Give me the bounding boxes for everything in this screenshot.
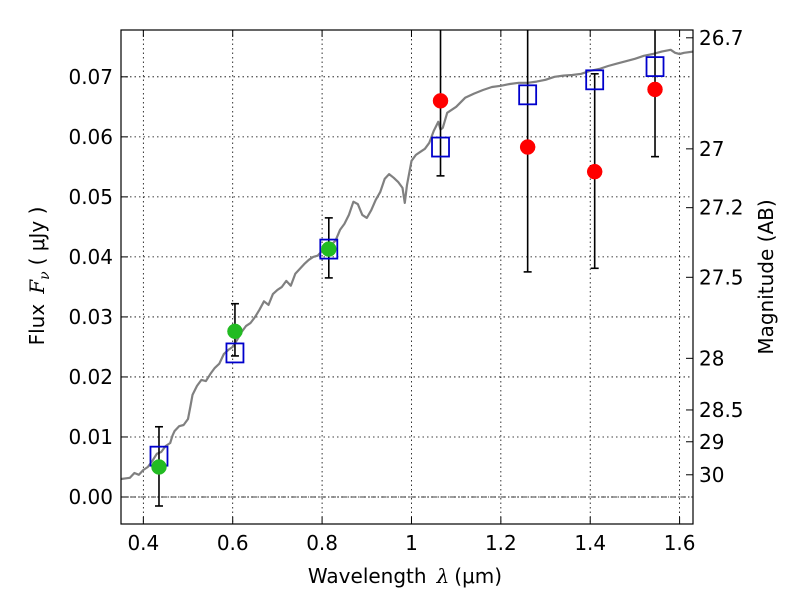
- mag-tick-label: 27.2: [699, 196, 744, 220]
- model-flux-square: [645, 56, 665, 78]
- near-ir-point: [586, 163, 603, 180]
- y-tick-label: 0.00: [68, 485, 113, 509]
- tick-labels: 0.4 0.6 0.8 1 1.2 1.4 1.6 0.00 0.01 0.02 0.03 0.04 0…: [68, 26, 743, 555]
- x-tick-label: 0.8: [306, 531, 338, 555]
- detection-point: [151, 459, 167, 475]
- y-tick-label: 0.04: [68, 245, 113, 269]
- y-axis-unit: ( μJy ): [25, 207, 49, 266]
- near-ir-point: [647, 81, 663, 98]
- y-axis-label: FluxFν( μJy ): [25, 207, 53, 346]
- y-tick-label: 0.02: [68, 365, 113, 389]
- x-axis-symbol: λ: [436, 564, 450, 588]
- mag-tick-label: 26.7: [699, 26, 744, 50]
- model-flux-square: [319, 238, 339, 260]
- model-flux-square: [431, 136, 450, 158]
- grid: [121, 30, 693, 524]
- y-axis-symbol: F: [25, 279, 49, 295]
- x-tick-label: 0.6: [217, 531, 249, 555]
- model-flux-square: [225, 342, 245, 364]
- x-tick-label: 0.4: [127, 531, 159, 555]
- data-layer: [121, 30, 693, 507]
- y-tick-label: 0.01: [68, 425, 113, 449]
- detection-point: [227, 323, 243, 340]
- mag-tick-label: 30: [699, 463, 724, 487]
- model-flux-square: [518, 84, 538, 106]
- ticks: [121, 30, 693, 524]
- y-tick-label: 0.07: [68, 65, 113, 89]
- y-tick-label: 0.06: [68, 125, 113, 149]
- x-tick-label: 1.4: [574, 531, 606, 555]
- detection-point: [321, 241, 337, 257]
- model-spectrum-line: [121, 48, 693, 481]
- x-tick-label: 1.6: [664, 531, 696, 555]
- x-tick-label: 1.2: [485, 531, 517, 555]
- mag-tick-label: 29: [699, 430, 724, 454]
- near-ir-point: [519, 139, 536, 155]
- x-axis-label: Wavelength λ (μm): [308, 564, 502, 588]
- y-axis-subscript: ν: [37, 271, 53, 280]
- near-ir-point: [432, 93, 449, 109]
- y-axis-right-label: Magnitude (AB): [754, 199, 778, 354]
- model-flux-square: [585, 69, 605, 91]
- y-tick-label: 0.03: [68, 305, 113, 329]
- mag-tick-label: 27: [699, 137, 724, 161]
- x-tick-label: 1: [405, 531, 418, 555]
- mag-tick-label: 28: [699, 346, 724, 370]
- y-tick-label: 0.05: [68, 185, 113, 209]
- mag-tick-label: 27.5: [699, 265, 744, 289]
- mag-tick-label: 28.5: [699, 398, 744, 422]
- x-axis-unit: (μm): [454, 564, 502, 588]
